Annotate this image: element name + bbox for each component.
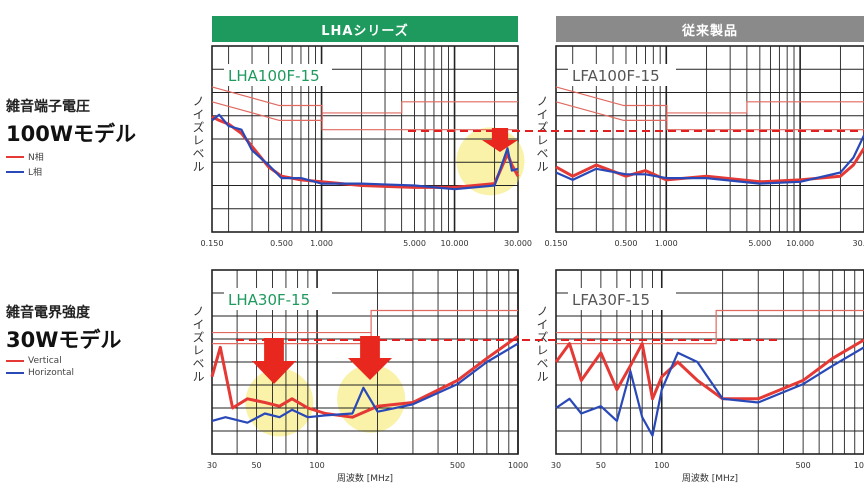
limit-line bbox=[212, 309, 518, 334]
reduction-arrow-icon bbox=[348, 336, 392, 380]
panel-label: LHA100F-15 bbox=[228, 67, 320, 85]
x-axis-label: 周波数 [MHz] bbox=[682, 472, 738, 484]
x-tick-label: 30 bbox=[551, 461, 561, 470]
legend-item-horizontal: Horizontal bbox=[6, 368, 121, 378]
legend-label: L相 bbox=[28, 168, 43, 178]
series-line-blue bbox=[555, 346, 864, 437]
legend-swatch-blue bbox=[6, 170, 24, 173]
x-tick-label: 10.000 bbox=[441, 239, 469, 248]
x-tick-label: 500 bbox=[450, 461, 465, 470]
row-title: 雑音電界強度 bbox=[6, 305, 90, 321]
legend-label: N相 bbox=[28, 153, 44, 163]
x-tick-label: 0.150 bbox=[545, 239, 568, 248]
y-axis-label: ノイズレベル bbox=[535, 305, 549, 383]
x-tick-label: 5.000 bbox=[403, 239, 426, 248]
y-axis-label: ノイズレベル bbox=[191, 305, 205, 383]
limit-line bbox=[555, 101, 864, 122]
x-tick-label: 5.000 bbox=[748, 239, 771, 248]
legend-item-n: N相 bbox=[6, 150, 136, 163]
panel-label-bg bbox=[224, 64, 332, 86]
x-tick-label: 1000 bbox=[508, 461, 528, 470]
legend-item-l: L相 bbox=[6, 165, 136, 178]
x-axis-label: 周波数 [MHz] bbox=[337, 472, 393, 484]
x-tick-label: 50 bbox=[596, 461, 606, 470]
chart-panel-2: LFA100F-15 0.150 0.500 1.000 5.000 10.000 30.0… bbox=[545, 45, 864, 248]
chart-panel-1: LHA100F-15 0.150 0.500 1.000 5.000 10.000 30.0… bbox=[201, 45, 532, 248]
limit-line bbox=[211, 86, 518, 131]
row-label-field-strength: 雑音電界強度 30Wモデル Vertical Horizontal bbox=[6, 302, 121, 378]
x-tick-label: 30.000 bbox=[504, 239, 532, 248]
conventional-product-header: 従来製品 bbox=[556, 16, 864, 42]
limit-line bbox=[556, 332, 717, 345]
x-tick-label: 1.000 bbox=[655, 239, 678, 248]
x-tick-label: 1.000 bbox=[310, 239, 333, 248]
x-tick-label: 500 bbox=[795, 461, 810, 470]
x-tick-label: 0.500 bbox=[615, 239, 638, 248]
x-tick-label: 1000 bbox=[854, 461, 864, 470]
x-tick-label: 0.150 bbox=[201, 239, 224, 248]
panel-label-bg bbox=[568, 64, 676, 86]
panel-label-bg bbox=[224, 288, 332, 310]
x-tick-label: 100 bbox=[309, 461, 324, 470]
series-line-blue bbox=[211, 342, 519, 424]
x-tick-label: 30.00 bbox=[853, 239, 864, 248]
panel-label: LFA100F-15 bbox=[572, 67, 660, 85]
row-label-terminal-voltage: 雑音端子電圧 100Wモデル N相 L相 bbox=[6, 96, 136, 178]
series-line-blue bbox=[555, 134, 864, 185]
legend-swatch-blue bbox=[6, 372, 24, 374]
x-tick-label: 100 bbox=[654, 461, 669, 470]
limit-line bbox=[555, 86, 864, 131]
panel-label: LFA30F-15 bbox=[572, 291, 650, 309]
lha-series-header: LHAシリーズ bbox=[212, 16, 518, 42]
legend-item-vertical: Vertical bbox=[6, 356, 121, 366]
x-tick-label: 30 bbox=[207, 461, 217, 470]
y-axis-label: ノイズレベル bbox=[191, 95, 205, 173]
chart-panel-4: LFA30F-15 30 50 100 500 1000 周波数 [MHz] bbox=[551, 269, 864, 484]
highlight-circle bbox=[245, 368, 314, 437]
row-model: 30Wモデル bbox=[6, 328, 122, 352]
limit-line bbox=[556, 309, 864, 334]
reduction-arrow-icon bbox=[482, 128, 518, 152]
series-line-red bbox=[554, 338, 864, 401]
panel-label: LHA30F-15 bbox=[228, 291, 310, 309]
legend-swatch-red bbox=[6, 155, 24, 158]
limit-line bbox=[211, 101, 518, 122]
legend-label: Horizontal bbox=[28, 368, 74, 378]
series-line-red bbox=[210, 334, 519, 419]
series-line-blue bbox=[211, 113, 519, 191]
legend-label: Vertical bbox=[28, 356, 62, 366]
x-tick-label: 0.500 bbox=[270, 239, 293, 248]
row-model: 100Wモデル bbox=[6, 122, 136, 146]
panel-label-bg bbox=[568, 288, 676, 310]
y-axis-label: ノイズレベル bbox=[535, 95, 549, 173]
x-tick-label: 10.000 bbox=[786, 239, 814, 248]
reduction-arrow-icon bbox=[252, 338, 296, 384]
legend-swatch-red bbox=[6, 360, 24, 362]
x-tick-label: 50 bbox=[251, 461, 261, 470]
row-title: 雑音端子電圧 bbox=[6, 99, 90, 115]
